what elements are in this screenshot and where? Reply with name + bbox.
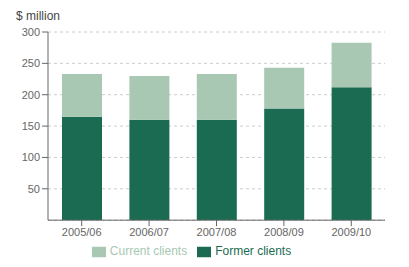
svg-text:50: 50: [28, 183, 40, 195]
html-text:Current clients: Current clients: [109, 244, 188, 259]
svg-text:100: 100: [22, 151, 40, 163]
svg-text:200: 200: [22, 89, 40, 101]
svg-text:2006/07: 2006/07: [129, 226, 169, 238]
svg-text:250: 250: [22, 57, 40, 69]
svg-text:2005/06: 2005/06: [62, 226, 102, 238]
html-text:$ million: $ million: [16, 9, 60, 23]
svg-text:150: 150: [22, 120, 40, 132]
svg-text:2007/08: 2007/08: [197, 226, 237, 238]
svg-text:2009/10: 2009/10: [331, 226, 371, 238]
html-text:Former clients: Former clients: [215, 244, 292, 259]
svg-text:2008/09: 2008/09: [264, 226, 304, 238]
svg-text:300: 300: [22, 26, 40, 38]
